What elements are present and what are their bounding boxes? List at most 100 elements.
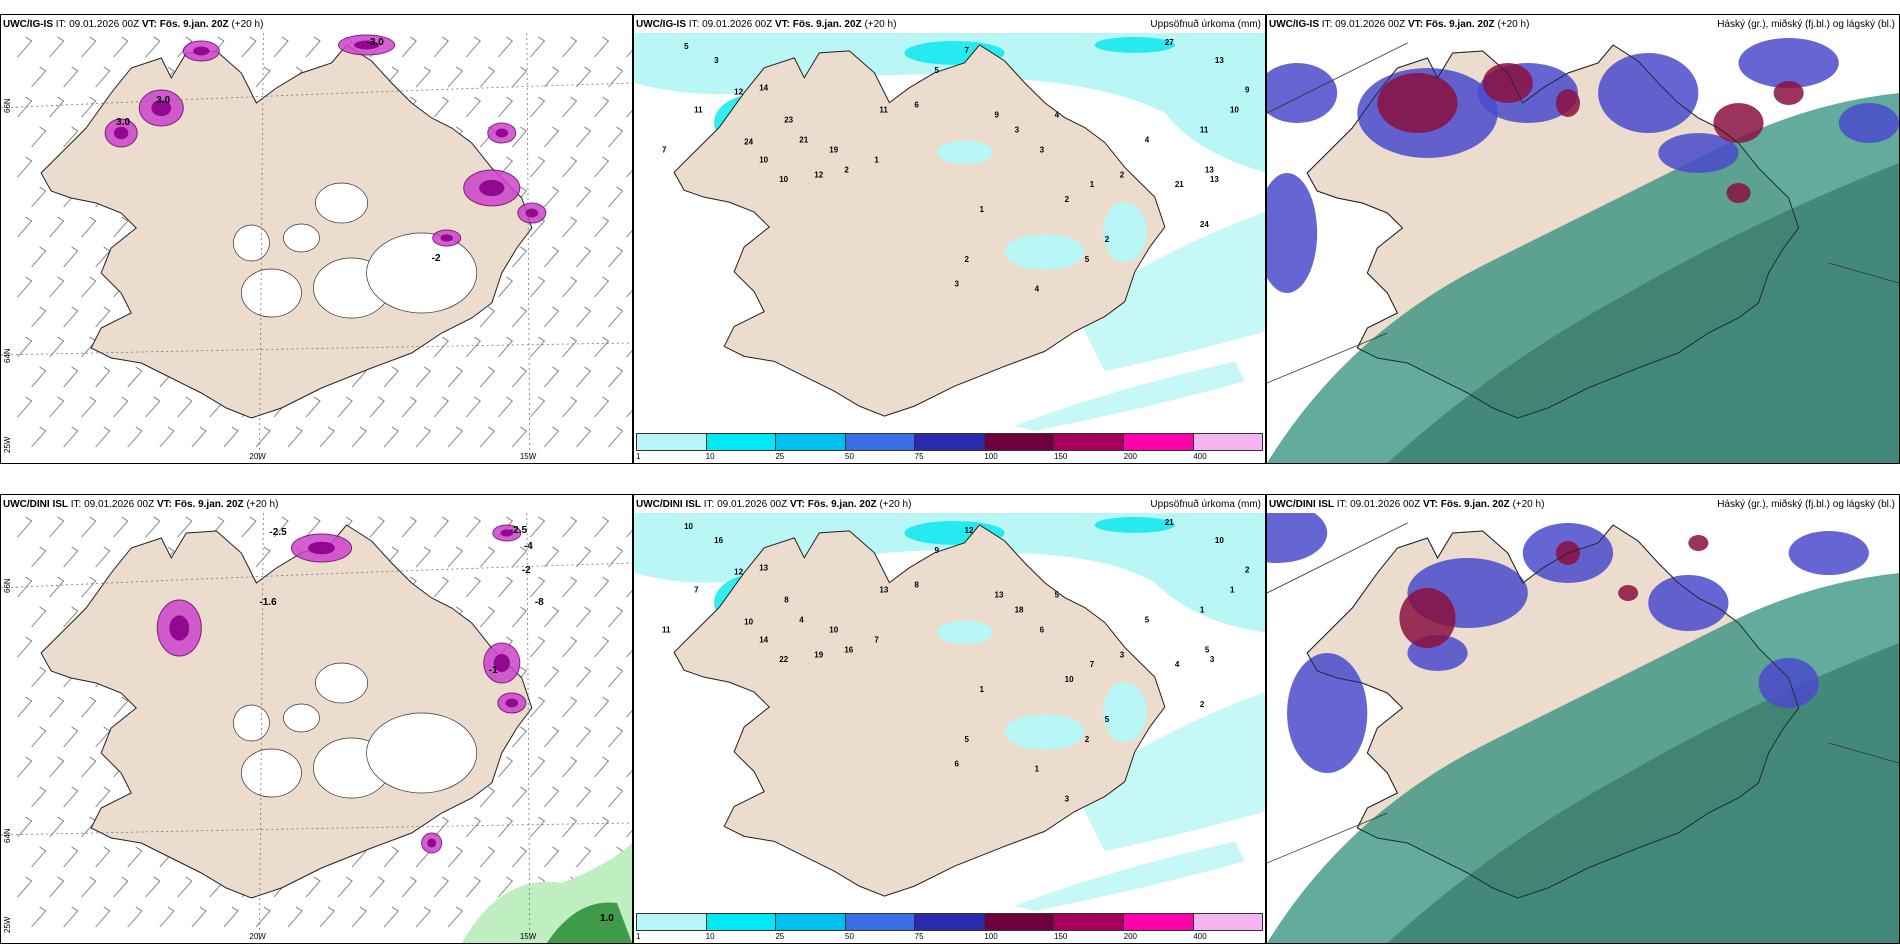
precip-number: 3 (714, 56, 719, 65)
wind-label: -1 (489, 665, 498, 676)
precip-number: 2 (1105, 235, 1110, 244)
wind-barb (81, 696, 97, 718)
wind-barb (127, 846, 143, 868)
wind-barb (113, 696, 129, 718)
region-border (1828, 262, 1899, 284)
wind-barb (576, 366, 592, 388)
wind-label: -2 (522, 565, 531, 576)
precip-number: 3 (1065, 795, 1070, 804)
wind-label: -4 (524, 541, 533, 552)
precip-mid-area (1094, 36, 1175, 53)
glacier (366, 232, 478, 314)
wind-barb (576, 846, 592, 868)
wind-barb (497, 816, 514, 838)
panel-precip-row2: UWC/DINI ISL IT: 09.01.2026 00Z VT: Fös.… (633, 494, 1266, 944)
wind-barb (113, 216, 129, 238)
precip-number: 2 (1120, 170, 1125, 179)
colorbar-tick-label: 200 (1123, 932, 1138, 941)
precip-land-area (1102, 682, 1147, 742)
precip-light-band (1014, 841, 1245, 911)
wind-value-labels: -3.0 3.0 3.0 -2 (116, 37, 441, 264)
precip-number: 5 (1105, 715, 1110, 724)
valid-time: VT: Fös. 9.jan. 20Z (1407, 19, 1495, 30)
wind-barb (512, 366, 528, 388)
glacier (315, 662, 368, 704)
lon-label-15w: 15W (520, 932, 537, 941)
wind-barb (241, 36, 257, 58)
wind-barb (626, 410, 632, 418)
wind-barb (17, 576, 33, 598)
wind-barb (223, 906, 239, 928)
lon-label-15w: 15W (520, 452, 537, 461)
wind-barb (594, 396, 610, 418)
lead-time: (+20 h) (864, 19, 897, 30)
wind-barb (17, 696, 33, 718)
wind-barb (433, 396, 449, 418)
precip-number: 5 (1145, 615, 1150, 624)
precip-number: 2 (965, 255, 970, 264)
wind-barb (608, 306, 624, 328)
wind-barb (159, 906, 175, 928)
colorbar-swatch (637, 434, 707, 450)
iceland-land (673, 524, 1166, 897)
colorbar-swatch (984, 434, 1055, 450)
precip-number: 4 (1035, 285, 1040, 294)
wind-barb (81, 396, 97, 418)
precip-number: 8 (914, 581, 919, 590)
wind-barb (626, 770, 632, 778)
wind-label: 3.0 (116, 117, 130, 128)
high-cloud-area (1267, 573, 1899, 943)
wind-barb (433, 36, 449, 58)
wind-barb (562, 156, 578, 178)
panel-header: UWC/IG-IS IT: 09.01.2026 00Z VT: Fös. 9.… (1269, 17, 1897, 33)
wind-barb (127, 426, 143, 448)
precip-number: 1 (1200, 606, 1205, 615)
wind-barb (433, 516, 449, 538)
precip-number: 3 (1015, 126, 1020, 135)
wind-barb (512, 606, 528, 628)
wind-barb (626, 650, 632, 658)
wind-barb (63, 246, 79, 268)
wind-barb (544, 186, 560, 208)
precip-number: 3 (955, 280, 960, 289)
wind-barb (287, 906, 303, 928)
model-name: UWC/DINI ISL (636, 499, 701, 510)
wind-barb (497, 36, 514, 58)
wind-barb (415, 366, 431, 388)
wind-barb (544, 846, 560, 868)
wind-barb (17, 216, 33, 238)
precip-number: 13 (1210, 175, 1219, 184)
wind-barb (31, 426, 47, 448)
precip-number: 10 (779, 175, 788, 184)
region-border (1267, 42, 1408, 114)
wind-barb (81, 36, 97, 58)
mid-cloud-area (1838, 103, 1899, 143)
precip-number: 11 (662, 625, 671, 634)
wind-barb (562, 636, 578, 658)
wind-barb (63, 66, 79, 88)
wind-barb (95, 306, 111, 328)
glacier (315, 182, 368, 224)
low-cloud-area (1688, 535, 1709, 551)
wind-barb (447, 426, 463, 448)
wind-barb (530, 696, 546, 718)
wind-barb (447, 846, 463, 868)
wind-barb (576, 126, 592, 148)
precip-number: 19 (829, 145, 838, 154)
wind-barb (31, 306, 47, 328)
precip-number: 7 (662, 145, 667, 154)
colorbar-ticks: 1 10 25 50 75 100 150 200 400 (636, 931, 1263, 943)
colorbar-tick-label: 75 (914, 932, 924, 941)
precip-number: 16 (844, 645, 853, 654)
wind-barb (544, 606, 560, 628)
wind-barb (31, 846, 47, 868)
precip-number: 13 (1205, 165, 1214, 174)
wind-barb (594, 156, 610, 178)
wind-barb (95, 546, 111, 568)
wind-barb (337, 876, 353, 898)
init-time: IT: 09.01.2026 00Z (703, 499, 788, 510)
panel-cloud-row2: UWC/DINI ISL IT: 09.01.2026 00Z VT: Fös.… (1266, 494, 1900, 944)
wind-barb (544, 786, 560, 808)
